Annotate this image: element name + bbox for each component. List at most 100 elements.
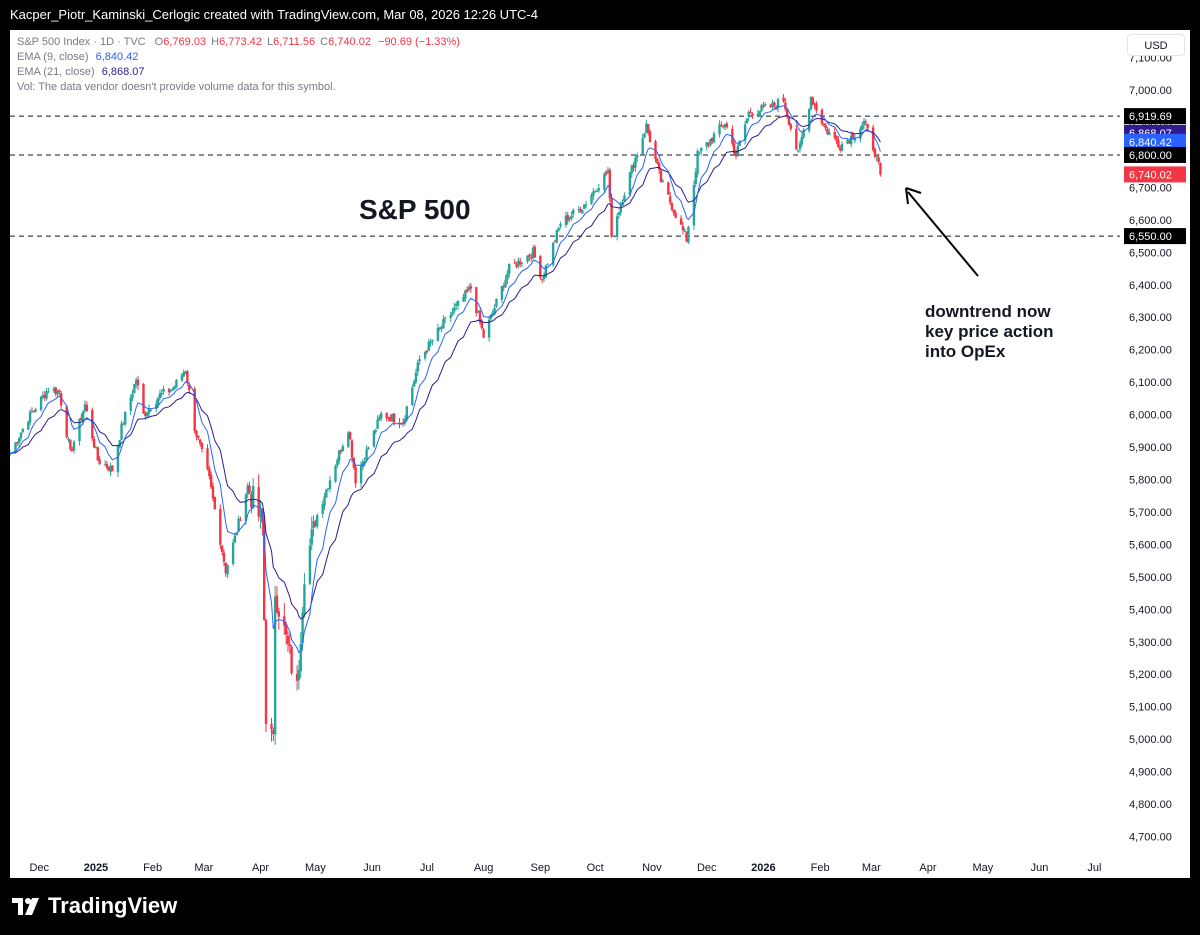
ema9-legend[interactable]: EMA (9, close) 6,840.42 — [17, 51, 138, 63]
candle-body — [610, 197, 613, 237]
price-label-box — [1124, 108, 1186, 125]
candle-body — [131, 393, 134, 399]
candle-body — [579, 209, 582, 213]
y-tick-label: 5,400.00 — [1129, 604, 1172, 616]
candle-body — [500, 285, 504, 300]
candle-body — [732, 143, 736, 154]
candle-body — [564, 215, 568, 226]
candle-body — [246, 485, 249, 495]
candle-body — [92, 439, 96, 448]
candle-body — [47, 391, 50, 393]
candle-body — [875, 155, 878, 157]
candle-body — [21, 428, 25, 433]
candle-body — [257, 487, 260, 517]
candle-body — [43, 395, 46, 399]
candle-body — [544, 265, 547, 278]
currency-button[interactable]: USD — [1127, 34, 1185, 56]
candle-body — [672, 210, 676, 213]
x-tick-label: Dec — [29, 862, 49, 874]
candle-body — [851, 134, 855, 140]
candle-body — [160, 392, 163, 395]
candle-body — [405, 406, 409, 420]
y-tick-label: 4,800.00 — [1129, 799, 1172, 811]
candle-body — [581, 210, 584, 214]
candle-body — [826, 129, 829, 134]
candle-body — [784, 102, 787, 110]
candle-body — [193, 388, 196, 432]
candle-body — [45, 391, 48, 399]
candle-body — [312, 520, 315, 529]
candle-body — [261, 510, 264, 523]
x-tick-label: Feb — [143, 862, 162, 874]
candle-body — [835, 135, 838, 142]
candle-body — [301, 612, 304, 643]
candle-body — [418, 359, 421, 362]
candle-body — [341, 446, 345, 451]
y-tick-label: 5,000.00 — [1129, 734, 1172, 746]
y-tick-label: 6,500.00 — [1129, 247, 1172, 259]
candle-body — [590, 195, 593, 205]
candle-body — [700, 147, 703, 152]
candle-body — [134, 379, 138, 385]
candle-body — [367, 447, 370, 450]
candle-body — [54, 387, 57, 395]
candle-body — [286, 635, 290, 644]
candle-body — [636, 154, 639, 158]
annotation-arrow — [907, 191, 979, 277]
candle-body — [290, 646, 293, 674]
candle-body — [723, 124, 727, 127]
annotation-arrowhead — [905, 187, 922, 205]
x-tick-label: Apr — [252, 862, 269, 874]
candle-body — [222, 552, 226, 562]
candle-body — [444, 317, 447, 319]
candle-body — [495, 298, 498, 307]
candle-body — [440, 326, 443, 330]
candle-body — [813, 103, 816, 105]
candle-body — [213, 496, 217, 510]
price-label-box — [1124, 133, 1186, 150]
candle-body — [674, 212, 677, 218]
candle-body — [583, 204, 586, 209]
candle-body — [796, 150, 800, 152]
ohlc-legend: S&P 500 Index · 1D · TVC O6,769.03 H6,77… — [17, 36, 460, 48]
candle-body — [122, 424, 125, 426]
y-tick-label: 6,700.00 — [1129, 182, 1172, 194]
x-tick-label: Oct — [587, 862, 604, 874]
candle-body — [39, 396, 43, 410]
candle-body — [692, 184, 696, 226]
candle-body — [776, 99, 780, 109]
candle-body — [155, 403, 158, 409]
candle-body — [758, 110, 761, 116]
candle-body — [401, 422, 405, 424]
candle-body — [270, 723, 273, 729]
candle-body — [487, 319, 491, 338]
ema21-legend[interactable]: EMA (21, close) 6,868.07 — [17, 66, 145, 78]
candle-body — [310, 529, 313, 545]
candle-body — [802, 129, 805, 138]
x-tick-label: Jun — [1031, 862, 1049, 874]
candle-body — [169, 390, 173, 392]
chart-panel[interactable]: 4,700.00 4,800.00 4,900.00 5,000.00 5,100.00… — [10, 30, 1190, 878]
candle-body — [28, 411, 32, 423]
candle-body — [297, 670, 301, 680]
low-label: L — [266, 36, 274, 48]
candle-body — [30, 411, 34, 413]
candle-body — [478, 310, 482, 323]
candle-body — [14, 442, 17, 453]
candle-body — [647, 124, 650, 133]
y-tick-label: 6,000.00 — [1129, 410, 1172, 422]
candle-body — [848, 141, 851, 144]
low-value: 6,711.56 — [273, 36, 316, 48]
symbol-label: S&P 500 Index · 1D · TVC — [17, 36, 146, 48]
candlestick-chart[interactable]: 4,700.00 4,800.00 4,900.00 5,000.00 5,100.00… — [10, 30, 1190, 878]
candle-body — [52, 388, 56, 391]
candle-body — [429, 341, 432, 344]
candle-body — [427, 341, 430, 351]
candle-body — [299, 643, 302, 672]
candle-body — [273, 596, 277, 735]
candle-body — [376, 419, 379, 429]
candle-body — [502, 286, 505, 288]
candle-body — [209, 474, 213, 488]
candle-body — [339, 450, 343, 452]
candle-body — [824, 124, 827, 129]
